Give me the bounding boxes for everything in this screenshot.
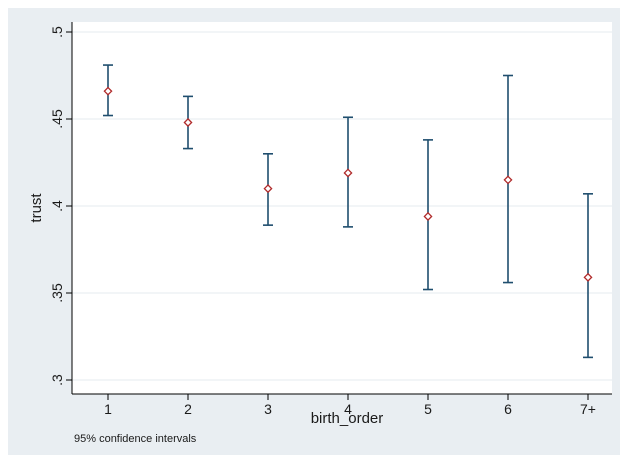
x-axis-ticks: 1 2 3 4 5 6 7+ — [104, 394, 596, 417]
x-axis-title: birth_order — [311, 410, 384, 427]
x-tick-label: 5 — [424, 401, 432, 417]
point-estimate-marker — [583, 272, 593, 282]
plot-area — [72, 22, 612, 394]
y-tick-label: .5 — [49, 26, 65, 38]
point-estimate-marker — [343, 168, 353, 178]
y-tick-label: .3 — [49, 374, 65, 386]
x-tick-label: 7+ — [580, 401, 596, 417]
y-tick-label: .45 — [49, 109, 65, 129]
gridlines — [72, 31, 612, 381]
point-estimates — [103, 86, 593, 282]
point-estimate-marker — [423, 211, 433, 221]
x-tick-label: 6 — [504, 401, 512, 417]
x-tick-label: 4 — [344, 401, 352, 417]
x-tick-label: 2 — [184, 401, 192, 417]
y-tick-label: .35 — [49, 283, 65, 303]
x-tick-label: 3 — [264, 401, 272, 417]
y-tick-label: .4 — [49, 200, 65, 212]
y-axis-ticks: .3 .35 .4 .45 .5 — [49, 26, 72, 386]
x-tick-label: 1 — [104, 401, 112, 417]
y-axis-title: trust — [28, 193, 45, 223]
chart-note: 95% confidence intervals — [74, 433, 197, 445]
point-estimate-marker — [183, 117, 193, 127]
axes — [71, 22, 612, 395]
point-estimate-marker — [263, 184, 273, 194]
point-estimate-marker — [503, 175, 513, 185]
point-estimate-marker — [103, 86, 113, 96]
